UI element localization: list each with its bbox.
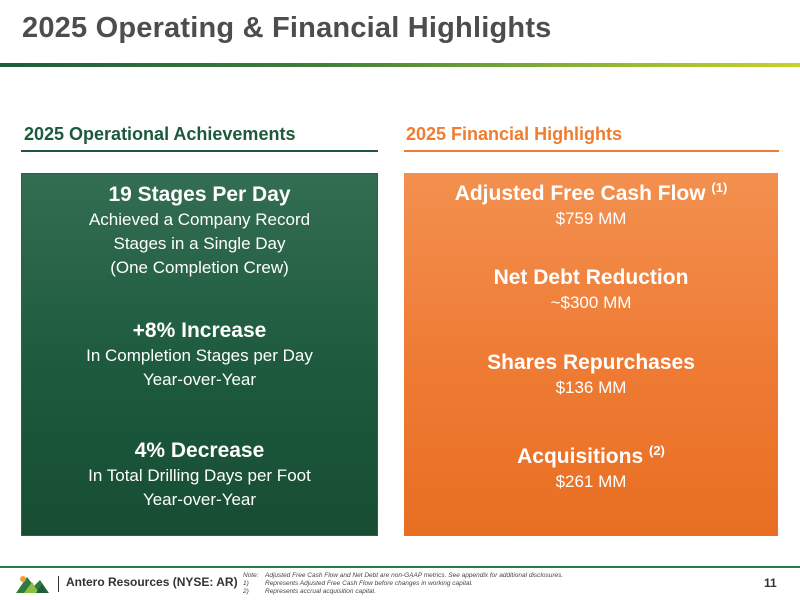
footer-rule xyxy=(0,566,800,568)
operational-item-line: In Completion Stages per Day xyxy=(86,346,313,365)
operational-item-line: Stages in a Single Day xyxy=(113,234,286,253)
antero-logo-icon xyxy=(16,576,49,593)
financial-item-title: Net Debt Reduction xyxy=(493,266,689,289)
financial-panel: Adjusted Free Cash Flow (1) $759 MM Net … xyxy=(404,173,778,536)
financial-heading: 2025 Financial Highlights xyxy=(406,124,623,144)
page-number: 11 xyxy=(764,576,777,590)
financial-item: Adjusted Free Cash Flow (1) $759 MM xyxy=(404,181,778,231)
financial-item-title: Adjusted Free Cash Flow (1) xyxy=(454,180,728,205)
financial-item-value: ~$300 MM xyxy=(550,293,632,312)
operational-item-title: +8% Increase xyxy=(132,319,267,342)
operational-item-line: Year-over-Year xyxy=(142,370,257,389)
operational-item: 4% Decrease In Total Drilling Days per F… xyxy=(22,438,377,512)
financial-item-title: Acquisitions (2) xyxy=(517,443,665,468)
financial-heading-rule xyxy=(404,150,779,152)
operational-panel: 19 Stages Per Day Achieved a Company Rec… xyxy=(21,173,378,536)
company-name: Antero Resources (NYSE: AR) xyxy=(66,575,238,589)
operational-item: +8% Increase In Completion Stages per Da… xyxy=(22,318,377,392)
financial-item-value: $261 MM xyxy=(555,472,627,491)
operational-heading-rule xyxy=(21,150,378,152)
footnote-marker: (2) xyxy=(648,443,665,458)
financial-item-title: Shares Repurchases xyxy=(487,351,695,374)
financial-item-value: $759 MM xyxy=(555,209,627,228)
slide-title: 2025 Operating & Financial Highlights xyxy=(22,12,552,44)
financial-item: Net Debt Reduction ~$300 MM xyxy=(404,265,778,315)
title-underline xyxy=(0,63,800,67)
footnote-marker: (1) xyxy=(711,180,728,195)
operational-item-line: Year-over-Year xyxy=(142,490,257,509)
footnote-note: Note: Adjusted Free Cash Flow and Net Deb… xyxy=(243,572,564,579)
operational-heading: 2025 Operational Achievements xyxy=(24,124,296,144)
operational-item-title: 19 Stages Per Day xyxy=(108,183,291,206)
footnote-2: 2) Represents accrual acquisition capital… xyxy=(243,588,376,595)
financial-item: Acquisitions (2) $261 MM xyxy=(404,444,778,494)
financial-item-value: $136 MM xyxy=(555,378,627,397)
operational-item-line: (One Completion Crew) xyxy=(110,258,289,277)
operational-item-line: In Total Drilling Days per Foot xyxy=(88,466,311,485)
footnotes: Note: Adjusted Free Cash Flow and Net Deb… xyxy=(243,572,563,596)
financial-item: Shares Repurchases $136 MM xyxy=(404,350,778,400)
operational-item-line: Achieved a Company Record xyxy=(88,210,311,229)
operational-item: 19 Stages Per Day Achieved a Company Rec… xyxy=(22,182,377,280)
logo-separator xyxy=(58,576,59,592)
operational-item-title: 4% Decrease xyxy=(134,439,265,462)
footnote-1: 1) Represents Adjusted Free Cash Flow bef… xyxy=(243,580,473,587)
